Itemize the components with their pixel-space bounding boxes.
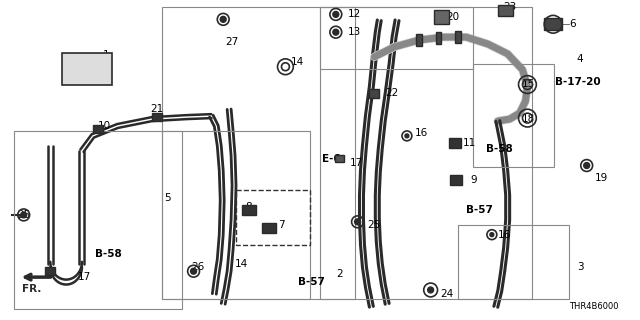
Text: 3: 3 bbox=[577, 262, 584, 272]
FancyBboxPatch shape bbox=[62, 53, 111, 84]
Text: 8: 8 bbox=[245, 202, 252, 212]
Text: 4: 4 bbox=[577, 54, 584, 64]
Text: 15: 15 bbox=[522, 78, 535, 89]
Bar bbox=[449, 138, 461, 148]
Bar bbox=[544, 18, 562, 30]
Text: 7: 7 bbox=[278, 220, 285, 230]
Text: B-58: B-58 bbox=[95, 249, 122, 260]
Text: OIL
LEVEL: OIL LEVEL bbox=[77, 63, 96, 74]
Circle shape bbox=[584, 163, 589, 168]
Bar bbox=[451, 175, 462, 185]
Bar bbox=[262, 223, 276, 233]
Circle shape bbox=[405, 134, 409, 138]
Text: 5: 5 bbox=[164, 193, 171, 203]
Text: 16: 16 bbox=[415, 128, 428, 138]
Text: 18: 18 bbox=[522, 114, 535, 124]
Circle shape bbox=[490, 233, 494, 236]
Bar bbox=[45, 267, 55, 275]
Text: FR.: FR. bbox=[22, 284, 41, 294]
Text: 20: 20 bbox=[447, 12, 460, 22]
Circle shape bbox=[20, 212, 27, 218]
Text: 16: 16 bbox=[498, 230, 511, 240]
Bar bbox=[242, 205, 256, 215]
Bar bbox=[455, 31, 461, 43]
Text: B-57: B-57 bbox=[298, 277, 325, 287]
Text: 21: 21 bbox=[150, 104, 163, 114]
Bar bbox=[416, 34, 422, 46]
Circle shape bbox=[333, 12, 339, 17]
Text: 17: 17 bbox=[78, 272, 92, 282]
Text: 10: 10 bbox=[98, 121, 111, 131]
Bar bbox=[335, 155, 344, 162]
Text: 9: 9 bbox=[470, 175, 477, 185]
Text: 6: 6 bbox=[569, 19, 575, 29]
Circle shape bbox=[428, 287, 433, 293]
Text: B-58: B-58 bbox=[486, 144, 513, 154]
Text: 23: 23 bbox=[504, 3, 517, 12]
Bar bbox=[433, 11, 449, 24]
Text: 25: 25 bbox=[17, 210, 30, 220]
Text: 22: 22 bbox=[385, 88, 399, 99]
Text: 13: 13 bbox=[348, 27, 361, 37]
Bar bbox=[369, 89, 380, 98]
Text: 17: 17 bbox=[349, 157, 363, 168]
Bar bbox=[499, 4, 513, 16]
Text: 2: 2 bbox=[336, 269, 342, 279]
Text: B-17-20: B-17-20 bbox=[555, 76, 601, 86]
Text: 19: 19 bbox=[595, 173, 608, 183]
Text: 1: 1 bbox=[102, 50, 109, 60]
Bar bbox=[152, 113, 162, 121]
Text: 12: 12 bbox=[348, 9, 361, 20]
Circle shape bbox=[355, 219, 360, 225]
Circle shape bbox=[333, 29, 339, 35]
Text: 26: 26 bbox=[191, 262, 205, 272]
Circle shape bbox=[220, 16, 226, 22]
Text: 14: 14 bbox=[291, 57, 303, 67]
Text: 24: 24 bbox=[440, 289, 454, 299]
Text: 11: 11 bbox=[463, 138, 476, 148]
Text: B-57: B-57 bbox=[466, 205, 493, 215]
Text: 25: 25 bbox=[367, 220, 381, 230]
Text: E-6: E-6 bbox=[322, 154, 340, 164]
Circle shape bbox=[191, 268, 196, 274]
Text: 14: 14 bbox=[235, 259, 248, 269]
Bar bbox=[93, 125, 102, 133]
Text: THR4B6000: THR4B6000 bbox=[569, 302, 618, 311]
Text: 27: 27 bbox=[225, 37, 239, 47]
Bar bbox=[436, 32, 442, 44]
